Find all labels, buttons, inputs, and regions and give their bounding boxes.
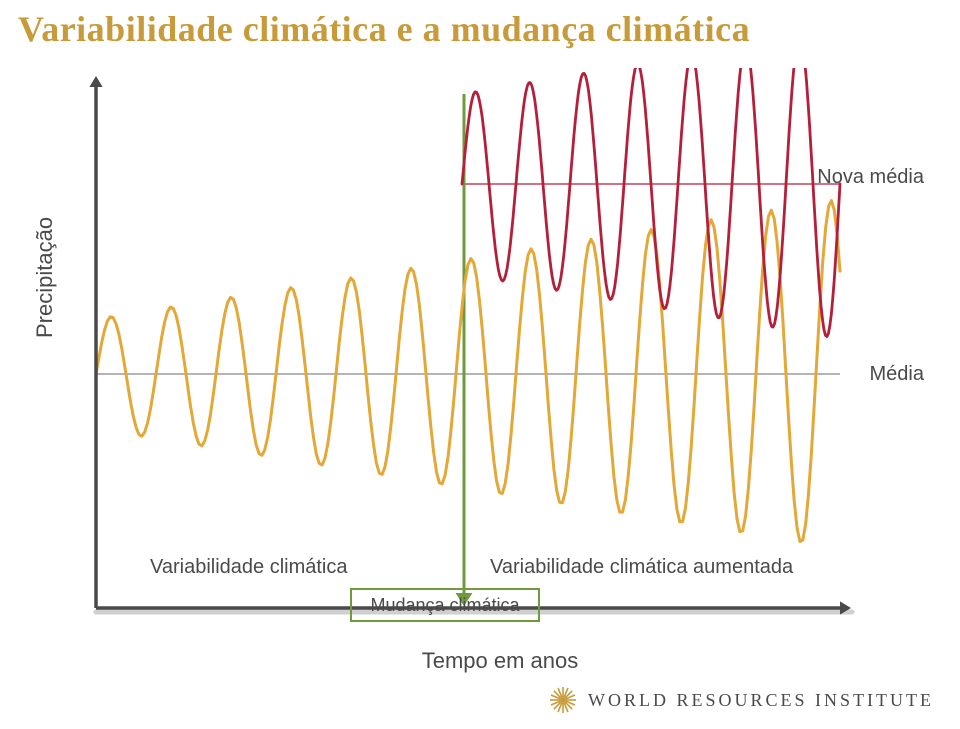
label-variabilidade: Variabilidade climática bbox=[150, 556, 348, 579]
label-nova-media: Nova média bbox=[817, 166, 924, 189]
label-variabilidade-aumentada: Variabilidade climática aumentada bbox=[490, 556, 793, 579]
chart-area: Precipitação Nova média Média Variabilid… bbox=[40, 68, 920, 638]
wri-starburst-icon bbox=[548, 685, 578, 715]
wri-logo-text: WORLD RESOURCES INSTITUTE bbox=[588, 690, 934, 711]
label-mudanca-climatica: Mudança climática bbox=[350, 588, 540, 622]
page-title: Variabilidade climática e a mudança clim… bbox=[18, 8, 750, 50]
wri-logo: WORLD RESOURCES INSTITUTE bbox=[548, 685, 934, 715]
x-axis-label: Tempo em anos bbox=[40, 648, 920, 674]
y-axis-label: Precipitação bbox=[32, 217, 58, 338]
chart-svg bbox=[60, 68, 920, 628]
label-media: Média bbox=[870, 363, 924, 386]
